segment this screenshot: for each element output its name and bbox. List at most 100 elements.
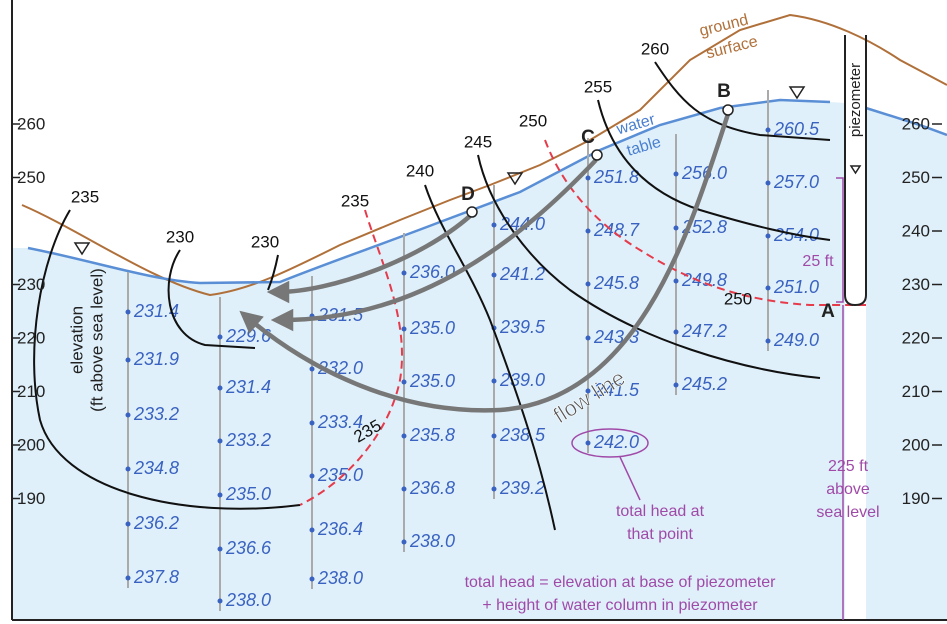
head-value: 239.2 bbox=[499, 478, 545, 498]
equipotential bbox=[424, 184, 556, 531]
column-height: 25 ft bbox=[802, 253, 834, 270]
head-value: 251.8 bbox=[593, 167, 639, 187]
head-dot bbox=[401, 270, 407, 276]
note: total head at bbox=[616, 503, 705, 520]
contour-label: 240 bbox=[406, 161, 434, 180]
head-dot bbox=[491, 433, 497, 439]
head-value: 235.0 bbox=[225, 484, 271, 504]
head-value: 242.0 bbox=[593, 432, 639, 452]
head-dot bbox=[217, 438, 223, 444]
point-b bbox=[722, 104, 734, 116]
equipotential bbox=[167, 249, 256, 349]
groundwater-fill bbox=[866, 108, 947, 620]
head-dot bbox=[491, 272, 497, 278]
head-value: 233.2 bbox=[225, 430, 271, 450]
head-dot bbox=[673, 225, 679, 231]
head-value: 236.4 bbox=[317, 519, 363, 539]
head-value: 235.0 bbox=[409, 371, 455, 391]
left-tick-label: 260 bbox=[17, 114, 45, 133]
head-value: 243.3 bbox=[593, 327, 639, 347]
head-value: 236.8 bbox=[409, 478, 455, 498]
base-label: sea level bbox=[816, 504, 879, 521]
right-tick-label: 230 bbox=[902, 275, 930, 294]
contour-label: 230 bbox=[251, 232, 279, 251]
head-dot bbox=[765, 233, 771, 239]
head-dot bbox=[491, 222, 497, 228]
axis-title: (ft above sea level) bbox=[87, 268, 106, 412]
head-dot bbox=[125, 575, 131, 581]
point-label: A bbox=[821, 301, 835, 322]
equipotential bbox=[544, 139, 866, 306]
piezometer-tube bbox=[844, 35, 867, 307]
head-value: 241.2 bbox=[499, 264, 545, 284]
water-level-symbols bbox=[73, 86, 862, 256]
flow-line bbox=[266, 214, 472, 304]
left-tick-label: 190 bbox=[17, 489, 45, 508]
head-dot bbox=[673, 382, 679, 388]
ground-label: surface bbox=[704, 33, 759, 62]
head-value: 249.0 bbox=[773, 330, 819, 350]
point-label: B bbox=[717, 81, 731, 102]
head-dot bbox=[125, 309, 131, 315]
head-dot bbox=[309, 527, 315, 533]
head-dot bbox=[309, 366, 315, 372]
head-value: 235.0 bbox=[317, 465, 363, 485]
head-value: 241.5 bbox=[593, 380, 640, 400]
left-tick-label: 210 bbox=[17, 382, 45, 401]
head-value: 239.0 bbox=[499, 370, 545, 390]
bracket bbox=[836, 177, 844, 303]
head-dot bbox=[491, 486, 497, 492]
head-value: 260.5 bbox=[773, 119, 820, 139]
head-dot bbox=[125, 412, 131, 418]
head-dot bbox=[217, 598, 223, 604]
equipotential bbox=[33, 209, 301, 510]
highlight bbox=[571, 428, 649, 458]
right-tick-label: 210 bbox=[902, 382, 930, 401]
head-value: 233.4 bbox=[317, 412, 363, 432]
left-tick-label: 230 bbox=[17, 275, 45, 294]
head-dot bbox=[309, 420, 315, 426]
right-tick-label: 220 bbox=[902, 328, 930, 347]
point-label: C bbox=[581, 127, 595, 148]
triangle bbox=[506, 172, 524, 186]
triangle bbox=[788, 86, 806, 100]
head-value: 231.4 bbox=[225, 377, 271, 397]
head-dot bbox=[673, 171, 679, 177]
ground-surface bbox=[21, 13, 947, 297]
formula: + height of water column in piezometer bbox=[482, 597, 758, 614]
head-value: 251.0 bbox=[773, 277, 819, 297]
head-dot bbox=[585, 281, 591, 287]
flow-line bbox=[239, 113, 731, 413]
head-value: 236.2 bbox=[133, 513, 179, 533]
head-dot bbox=[401, 326, 407, 332]
head-value: 249.8 bbox=[681, 270, 727, 290]
base-label: above bbox=[826, 481, 870, 498]
head-dot bbox=[765, 338, 771, 344]
contour-label: 250 bbox=[724, 289, 752, 308]
axis-title: elevation bbox=[67, 306, 86, 374]
head-dot bbox=[673, 329, 679, 335]
head-dot bbox=[217, 334, 223, 340]
points bbox=[466, 104, 734, 218]
head-value: 234.8 bbox=[133, 458, 179, 478]
base-label: 225 ft bbox=[828, 458, 869, 475]
head-value: 238.5 bbox=[499, 425, 546, 445]
head-value: 247.2 bbox=[681, 321, 727, 341]
head-value: 256.0 bbox=[681, 163, 727, 183]
head-value: 233.2 bbox=[133, 404, 179, 424]
head-dot bbox=[491, 378, 497, 384]
triangle bbox=[73, 242, 91, 256]
equipotential bbox=[597, 99, 831, 241]
head-value: 238.0 bbox=[225, 590, 271, 610]
head-value: 235.0 bbox=[409, 318, 455, 338]
contour-label: 235 bbox=[71, 187, 99, 206]
head-dot bbox=[309, 576, 315, 582]
equipotential bbox=[477, 154, 821, 379]
right-tick-label: 190 bbox=[902, 489, 930, 508]
note: that point bbox=[627, 526, 693, 543]
right-tick-label: 260 bbox=[902, 114, 930, 133]
head-dot bbox=[309, 473, 315, 479]
head-value: 237.8 bbox=[133, 567, 179, 587]
right-tick-label: 240 bbox=[902, 221, 930, 240]
